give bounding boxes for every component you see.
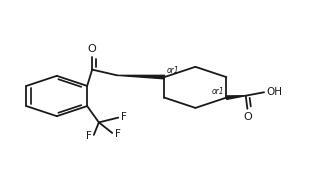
Text: OH: OH [267, 87, 283, 97]
Text: O: O [88, 44, 97, 54]
Text: or1: or1 [212, 87, 225, 96]
Text: F: F [115, 129, 121, 139]
Text: F: F [121, 112, 127, 122]
Text: O: O [243, 112, 252, 122]
Text: F: F [86, 131, 92, 142]
Polygon shape [117, 75, 165, 79]
Text: or1: or1 [167, 66, 180, 75]
Polygon shape [226, 96, 246, 99]
